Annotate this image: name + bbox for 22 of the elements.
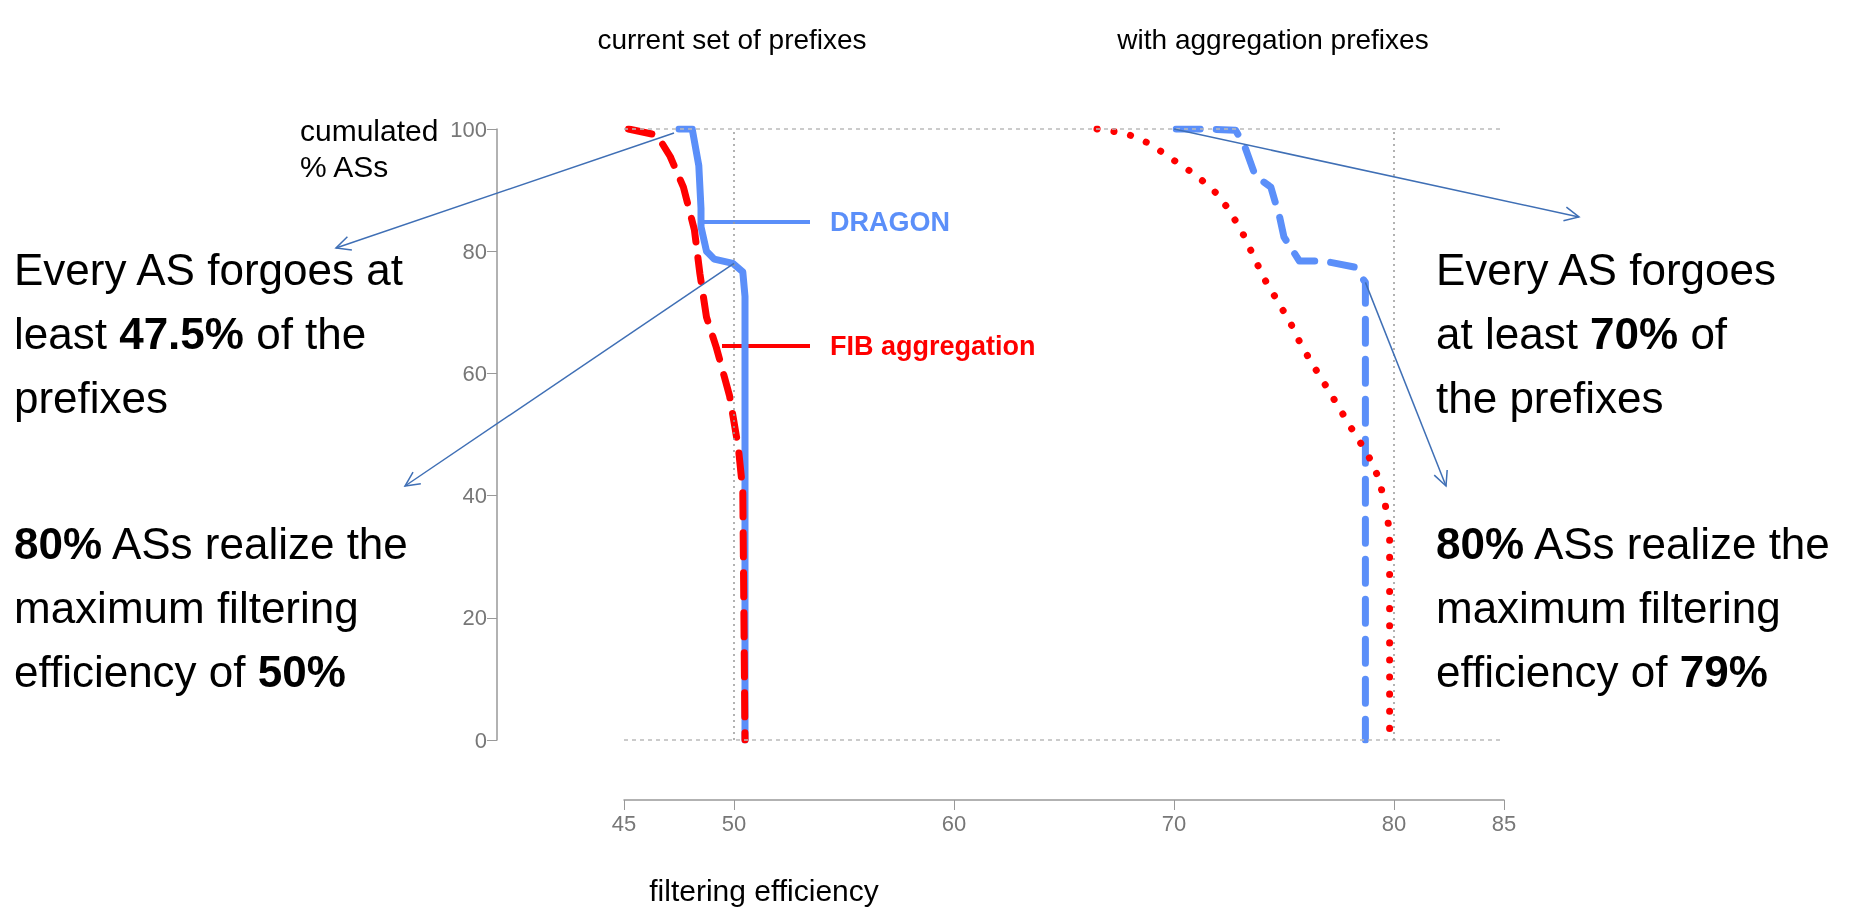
y-axis-title: cumulated % ASs xyxy=(300,113,439,183)
legend-label: DRAGON xyxy=(830,207,950,237)
legend-label: FIB aggregation xyxy=(830,331,1036,361)
x-tick-label: 45 xyxy=(611,810,637,836)
text: Every AS forgoes at least 47.5% of the prefixes xyxy=(14,245,403,422)
annotation: Every AS forgoes at least 70% of the prefixes xyxy=(1436,244,1776,424)
y-tick-label: 40 xyxy=(462,483,487,509)
x-tick-label: 70 xyxy=(1161,810,1187,836)
y-tick-label: 60 xyxy=(462,360,487,386)
text: with aggregation prefixes xyxy=(1116,22,1430,57)
x-tick-label: 60 xyxy=(941,810,967,836)
x-tick-label: 50 xyxy=(721,810,747,836)
annotation: 80% ASs realize the maximum filtering efficiency of 79% xyxy=(1436,518,1830,698)
x-tick-label: 85 xyxy=(1491,810,1517,836)
y-tick-label: 20 xyxy=(462,605,487,631)
x-axis-title: filtering efficiency xyxy=(649,873,879,907)
text: current set of prefixes xyxy=(597,23,867,55)
x-tick-label: 80 xyxy=(1381,810,1407,836)
y-tick-label: 80 xyxy=(462,238,487,264)
y-tick-label: 100 xyxy=(450,116,487,142)
annotation: 80% ASs realize the maximum filtering efficiency of 50% xyxy=(14,518,408,698)
y-tick-label: 0 xyxy=(474,727,487,753)
